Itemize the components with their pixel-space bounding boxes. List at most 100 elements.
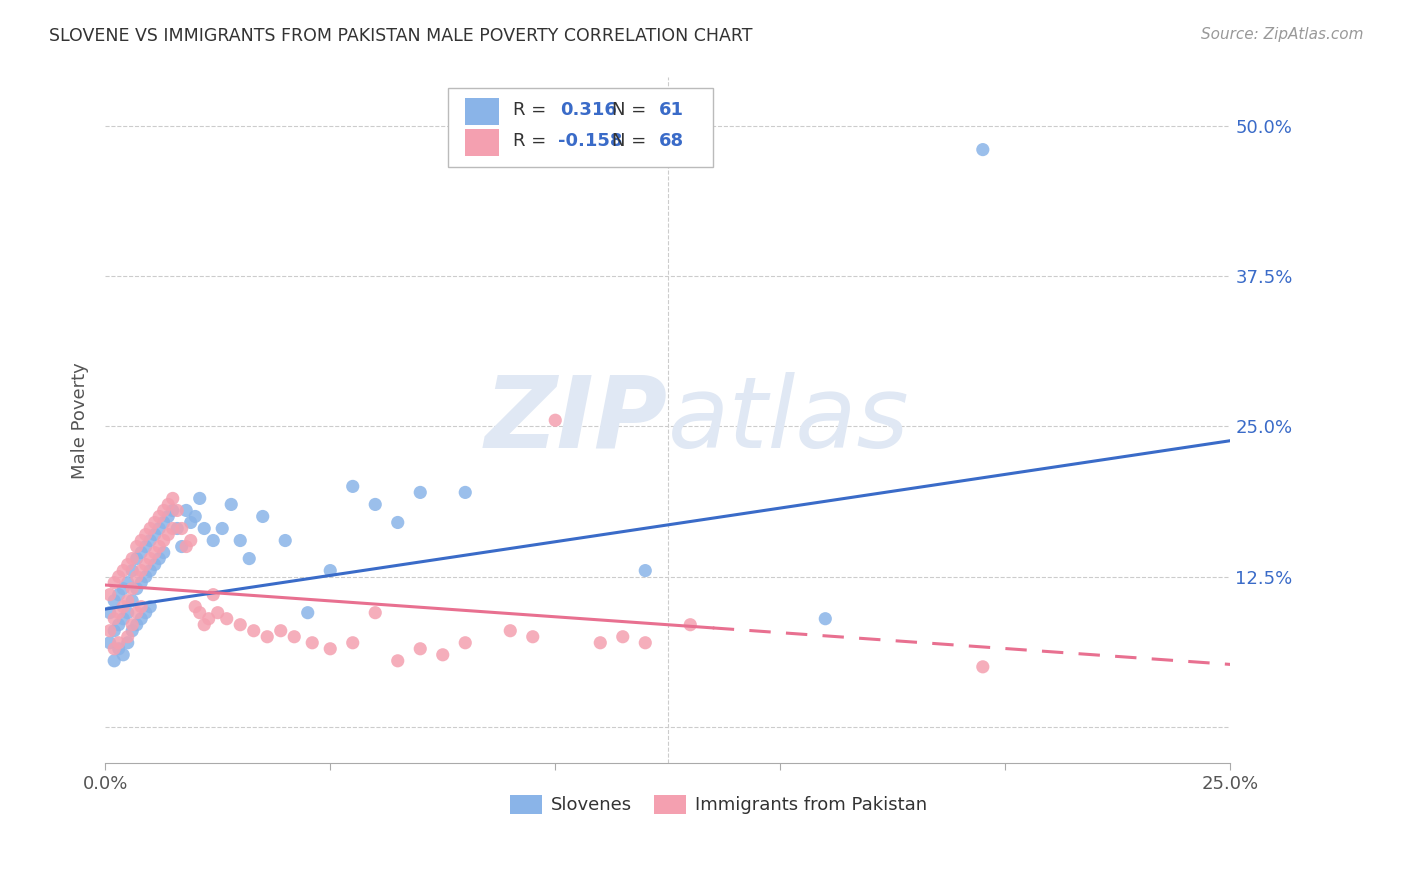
Point [117, 636, 139, 650]
Point [117, 630, 139, 644]
Point [139, 521, 162, 535]
Point [301, 636, 323, 650]
Point [98, 624, 121, 638]
Point [129, 545, 152, 559]
Point [522, 630, 544, 644]
Text: Slovenes: Slovenes [551, 796, 631, 814]
Text: N =: N = [612, 132, 651, 150]
Text: -0.158: -0.158 [558, 132, 621, 150]
Text: 68: 68 [659, 132, 683, 150]
Point [174, 503, 197, 517]
Point [117, 575, 139, 590]
Point [103, 593, 125, 607]
Point [211, 521, 233, 535]
Point [148, 551, 170, 566]
Point [202, 588, 225, 602]
Point [121, 551, 143, 566]
Point [188, 606, 211, 620]
Point [229, 533, 252, 548]
Point [129, 533, 152, 548]
Point [152, 545, 174, 559]
Point [107, 588, 129, 602]
Point [143, 558, 166, 572]
Y-axis label: Male Poverty: Male Poverty [72, 362, 89, 479]
Point [117, 593, 139, 607]
Text: 61: 61 [659, 102, 683, 120]
Point [157, 509, 180, 524]
Point [162, 503, 184, 517]
Point [256, 630, 278, 644]
Text: 0.316: 0.316 [560, 102, 617, 120]
Point [219, 498, 242, 512]
Point [121, 582, 143, 596]
Point [129, 612, 152, 626]
Point [117, 558, 139, 572]
Point [139, 564, 162, 578]
Point [364, 606, 387, 620]
Point [139, 551, 162, 566]
Point [184, 509, 207, 524]
Point [135, 569, 157, 583]
FancyBboxPatch shape [654, 796, 686, 814]
Point [125, 551, 148, 566]
Text: N =: N = [612, 102, 651, 120]
Point [152, 516, 174, 530]
Text: Immigrants from Pakistan: Immigrants from Pakistan [695, 796, 927, 814]
Point [180, 516, 202, 530]
Point [148, 509, 170, 524]
Point [139, 599, 162, 614]
Point [972, 143, 994, 157]
Point [252, 509, 274, 524]
Text: SLOVENE VS IMMIGRANTS FROM PAKISTAN MALE POVERTY CORRELATION CHART: SLOVENE VS IMMIGRANTS FROM PAKISTAN MALE… [49, 27, 752, 45]
Point [103, 641, 125, 656]
Point [342, 636, 364, 650]
Point [143, 527, 166, 541]
Point [634, 564, 657, 578]
Point [103, 575, 125, 590]
Point [162, 521, 184, 535]
Point [814, 612, 837, 626]
Point [229, 617, 252, 632]
Point [634, 636, 657, 650]
Point [170, 521, 193, 535]
Point [215, 612, 238, 626]
Point [107, 606, 129, 620]
Point [387, 654, 409, 668]
Point [135, 540, 157, 554]
Point [364, 498, 387, 512]
Point [129, 564, 152, 578]
Point [589, 636, 612, 650]
Text: atlas: atlas [668, 372, 910, 468]
Point [112, 564, 135, 578]
Point [152, 533, 174, 548]
Point [129, 599, 152, 614]
Point [148, 521, 170, 535]
Point [157, 498, 180, 512]
Point [409, 485, 432, 500]
Point [157, 527, 180, 541]
Point [121, 564, 143, 578]
Point [242, 624, 264, 638]
Point [103, 624, 125, 638]
Point [274, 533, 297, 548]
Point [98, 588, 121, 602]
Point [544, 413, 567, 427]
Text: Source: ZipAtlas.com: Source: ZipAtlas.com [1201, 27, 1364, 42]
Point [112, 612, 135, 626]
Text: R =: R = [513, 132, 551, 150]
Point [121, 624, 143, 638]
Point [166, 503, 188, 517]
Point [121, 617, 143, 632]
Point [125, 569, 148, 583]
Point [121, 593, 143, 607]
Point [679, 617, 702, 632]
Text: ZIP: ZIP [485, 372, 668, 468]
Point [342, 479, 364, 493]
Point [180, 533, 202, 548]
Point [432, 648, 454, 662]
Point [135, 558, 157, 572]
Point [319, 641, 342, 656]
Point [103, 654, 125, 668]
Point [197, 612, 219, 626]
Point [139, 533, 162, 548]
